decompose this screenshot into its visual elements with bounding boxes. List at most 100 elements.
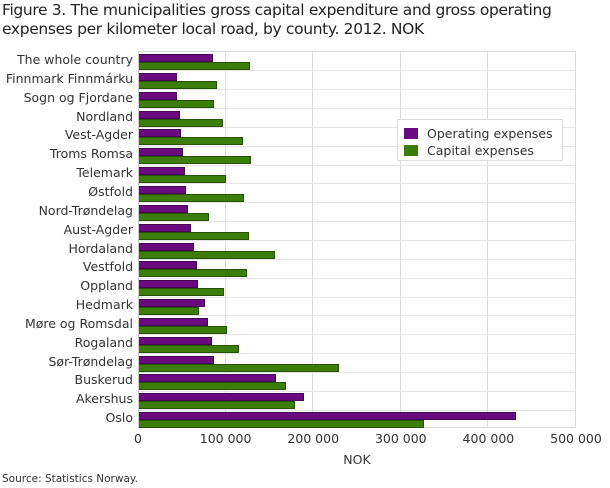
x-axis-tick-label: 400 000 bbox=[462, 431, 515, 446]
bar-operating-expenses[interactable] bbox=[138, 204, 188, 213]
bar-group bbox=[138, 90, 576, 109]
x-axis-tick-label: 300 000 bbox=[374, 431, 427, 446]
horizontal-gridline bbox=[138, 126, 575, 128]
bar-group bbox=[138, 259, 576, 278]
bar-group bbox=[138, 203, 576, 222]
y-axis-category-label: Hedmark bbox=[75, 297, 133, 313]
y-axis-category-label: Telemark bbox=[76, 165, 133, 181]
x-axis-tick-label: 0 bbox=[134, 431, 142, 446]
y-axis-category-label: Nordland bbox=[76, 108, 133, 124]
horizontal-gridline bbox=[138, 371, 575, 373]
bar-operating-expenses[interactable] bbox=[138, 374, 277, 383]
y-axis-category-label: Sør-Trøndelag bbox=[48, 353, 134, 369]
bar-capital-expenses[interactable] bbox=[138, 212, 209, 221]
y-axis-category-label: Vestfold bbox=[82, 259, 133, 275]
vertical-gridline bbox=[399, 52, 401, 427]
bar-operating-expenses[interactable] bbox=[138, 91, 177, 100]
horizontal-gridline bbox=[138, 334, 575, 336]
bar-capital-expenses[interactable] bbox=[138, 401, 295, 410]
bar-capital-expenses[interactable] bbox=[138, 231, 250, 240]
bar-group bbox=[138, 184, 576, 203]
horizontal-gridline bbox=[138, 164, 575, 166]
bar-capital-expenses[interactable] bbox=[138, 156, 251, 165]
bar-group bbox=[138, 71, 576, 90]
bar-group bbox=[138, 335, 576, 354]
bar-operating-expenses[interactable] bbox=[138, 280, 199, 289]
bar-capital-expenses[interactable] bbox=[138, 269, 247, 278]
bar-operating-expenses[interactable] bbox=[138, 129, 181, 138]
bar-capital-expenses[interactable] bbox=[138, 325, 228, 334]
horizontal-gridline bbox=[138, 258, 575, 260]
bar-capital-expenses[interactable] bbox=[138, 250, 275, 259]
bar-operating-expenses[interactable] bbox=[138, 110, 181, 119]
horizontal-gridline bbox=[138, 409, 575, 411]
bar-capital-expenses[interactable] bbox=[138, 363, 340, 372]
bar-group bbox=[138, 297, 576, 316]
horizontal-gridline bbox=[138, 390, 575, 392]
bar-group bbox=[138, 165, 576, 184]
horizontal-gridline bbox=[138, 221, 575, 223]
bar-capital-expenses[interactable] bbox=[138, 175, 227, 184]
bar-operating-expenses[interactable] bbox=[138, 355, 215, 364]
bar-capital-expenses[interactable] bbox=[138, 288, 224, 297]
bar-operating-expenses[interactable] bbox=[138, 72, 177, 81]
bar-capital-expenses[interactable] bbox=[138, 307, 200, 316]
chart-title: Figure 3. The municipalities gross capit… bbox=[2, 1, 552, 38]
x-axis-label: NOK bbox=[343, 452, 371, 467]
horizontal-gridline bbox=[138, 108, 575, 110]
y-axis-category-label: Nord-Trøndelag bbox=[38, 202, 133, 218]
bar-group bbox=[138, 222, 576, 241]
y-axis-category-label: Aust-Agder bbox=[63, 221, 133, 237]
bar-operating-expenses[interactable] bbox=[138, 412, 516, 421]
bar-group bbox=[138, 52, 576, 71]
bar-operating-expenses[interactable] bbox=[138, 261, 197, 270]
bar-capital-expenses[interactable] bbox=[138, 420, 424, 429]
horizontal-gridline bbox=[138, 296, 575, 298]
bar-capital-expenses[interactable] bbox=[138, 99, 215, 108]
bar-operating-expenses[interactable] bbox=[138, 317, 209, 326]
horizontal-gridline bbox=[138, 202, 575, 204]
bar-group bbox=[138, 354, 576, 373]
bar-group bbox=[138, 278, 576, 297]
horizontal-gridline bbox=[138, 240, 575, 241]
y-axis-category-label: Hordaland bbox=[68, 240, 133, 256]
bar-capital-expenses[interactable] bbox=[138, 80, 217, 89]
y-axis-category-label: Rogaland bbox=[74, 334, 133, 350]
vertical-gridline bbox=[575, 52, 576, 427]
legend-item-capital[interactable]: Capital expenses bbox=[404, 142, 534, 158]
bar-operating-expenses[interactable] bbox=[138, 242, 195, 251]
y-axis-category-label: Oslo bbox=[105, 410, 133, 426]
bar-operating-expenses[interactable] bbox=[138, 223, 192, 232]
bar-operating-expenses[interactable] bbox=[138, 185, 187, 194]
source-note: Source: Statistics Norway. bbox=[2, 473, 138, 485]
bar-operating-expenses[interactable] bbox=[138, 299, 205, 308]
y-axis-category-label: The whole country bbox=[17, 52, 133, 67]
bar-operating-expenses[interactable] bbox=[138, 54, 214, 62]
legend-label: Operating expenses bbox=[427, 125, 553, 141]
bar-operating-expenses[interactable] bbox=[138, 336, 212, 345]
bar-capital-expenses[interactable] bbox=[138, 382, 287, 391]
y-axis-category-label: Sogn og Fjordane bbox=[23, 89, 133, 105]
bar-capital-expenses[interactable] bbox=[138, 62, 251, 70]
bar-operating-expenses[interactable] bbox=[138, 148, 183, 157]
bar-group bbox=[138, 241, 576, 260]
legend-label: Capital expenses bbox=[427, 142, 534, 158]
bar-operating-expenses[interactable] bbox=[138, 393, 305, 402]
bar-capital-expenses[interactable] bbox=[138, 137, 244, 146]
bar-capital-expenses[interactable] bbox=[138, 344, 239, 353]
bar-group bbox=[138, 316, 576, 335]
y-axis-category-label: Oppland bbox=[80, 278, 133, 294]
horizontal-gridline bbox=[138, 70, 575, 72]
y-axis-category-label: Vest-Agder bbox=[64, 127, 133, 143]
horizontal-gridline bbox=[138, 89, 575, 91]
horizontal-gridline bbox=[138, 353, 575, 355]
bar-capital-expenses[interactable] bbox=[138, 118, 223, 127]
bar-capital-expenses[interactable] bbox=[138, 193, 244, 202]
y-axis-category-label: Akershus bbox=[75, 391, 133, 407]
legend-item-operating[interactable]: Operating expenses bbox=[404, 125, 553, 141]
bar-group bbox=[138, 391, 576, 410]
vertical-gridline bbox=[487, 52, 489, 427]
y-axis-line bbox=[138, 51, 139, 428]
bar-operating-expenses[interactable] bbox=[138, 167, 186, 176]
horizontal-gridline bbox=[138, 145, 575, 147]
